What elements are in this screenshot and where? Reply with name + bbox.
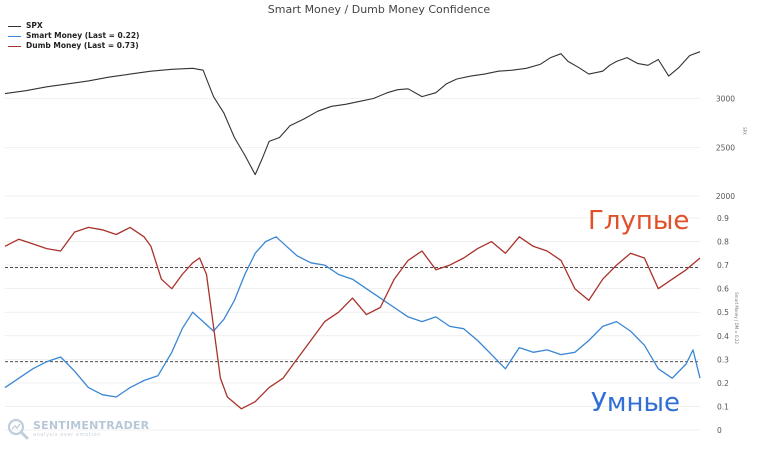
confidence-tick-label: 0.1 bbox=[717, 402, 729, 411]
legend-item-spx: SPX bbox=[8, 21, 139, 31]
logo-name: SENTIMENTRADER bbox=[33, 418, 150, 432]
spx-series-line bbox=[4, 51, 701, 176]
legend: SPX Smart Money (Last = 0.22) Dumb Money… bbox=[8, 21, 139, 51]
legend-item-dumb-money: Dumb Money (Last = 0.73) bbox=[8, 41, 139, 51]
legend-item-smart-money: Smart Money (Last = 0.22) bbox=[8, 31, 139, 41]
sentimentrader-logo: SENTIMENTRADER analysis over emotion bbox=[6, 417, 149, 441]
legend-label-dumb-money: Dumb Money (Last = 0.73) bbox=[26, 41, 139, 50]
confidence-tick-label: 0.8 bbox=[717, 238, 729, 247]
smart-money-series-line bbox=[4, 236, 701, 398]
chart-title: Smart Money / Dumb Money Confidence bbox=[267, 3, 491, 16]
legend-swatch-smart-money bbox=[8, 35, 21, 37]
confidence-axis-label: Smart Money | DM = 0.22 bbox=[734, 292, 739, 344]
confidence-tick-label: 0.9 bbox=[717, 214, 729, 223]
spx-tick-label: 2000 bbox=[716, 192, 735, 201]
confidence-tick-label: 0.4 bbox=[717, 332, 729, 341]
logo-text: SENTIMENTRADER analysis over emotion bbox=[33, 418, 150, 439]
confidence-tick-label: 0.7 bbox=[717, 261, 729, 270]
magnifier-logo-icon bbox=[7, 418, 29, 440]
legend-label-spx: SPX bbox=[26, 21, 43, 30]
legend-swatch-dumb-money bbox=[8, 45, 21, 47]
confidence-tick-label: 0.3 bbox=[717, 355, 729, 364]
confidence-tick-label: 0.2 bbox=[717, 379, 729, 388]
spx-tick-label: 3000 bbox=[716, 95, 735, 104]
spx-axis-label: SPX bbox=[742, 127, 747, 135]
dumb-money-series-line bbox=[4, 226, 701, 410]
spx-tick-label: 2500 bbox=[716, 143, 735, 152]
confidence-tick-label: 0 bbox=[717, 426, 722, 435]
annotation-smart-money: Умные bbox=[591, 388, 680, 418]
logo-tagline: analysis over emotion bbox=[33, 431, 101, 438]
annotation-dumb-money: Глупые bbox=[588, 206, 690, 236]
confidence-tick-label: 0.6 bbox=[717, 285, 729, 294]
legend-label-smart-money: Smart Money (Last = 0.22) bbox=[26, 31, 140, 40]
confidence-tick-label: 0.5 bbox=[717, 308, 729, 317]
legend-swatch-spx bbox=[8, 25, 21, 27]
